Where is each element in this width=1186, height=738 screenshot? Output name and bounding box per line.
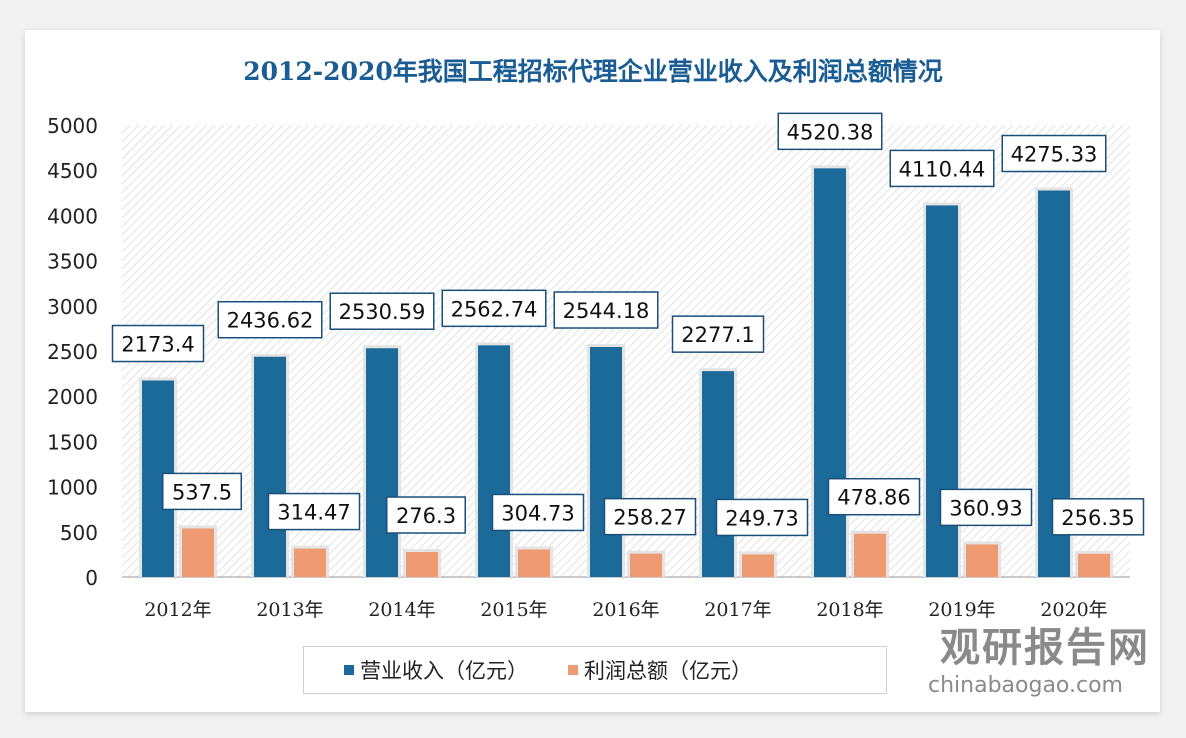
data-label: 2530.59 [339, 300, 426, 324]
legend-label: 营业收入（亿元） [360, 659, 528, 683]
data-label: 2277.1 [681, 323, 754, 347]
revenue-bar [702, 371, 734, 577]
data-label-box [777, 112, 883, 151]
data-label: 2562.74 [451, 297, 538, 321]
legend-swatch [568, 665, 578, 675]
revenue-bar [478, 345, 510, 577]
data-label-box [889, 149, 995, 188]
data-label: 4520.38 [787, 120, 874, 144]
x-tick-label: 2012年 [144, 599, 211, 621]
x-tick-label: 2017年 [704, 599, 771, 621]
y-tick-label: 3500 [47, 250, 98, 274]
legend-swatch [344, 665, 354, 675]
data-label-box [111, 324, 205, 363]
y-tick-label: 1000 [47, 476, 98, 500]
data-label: 360.93 [949, 496, 1022, 520]
watermark: 观研报告网 chinabaogao.com [910, 615, 1150, 698]
watermark-url: chinabaogao.com [928, 673, 1123, 698]
revenue-bar [814, 168, 846, 577]
revenue-bar [590, 347, 622, 577]
data-label-box [715, 498, 809, 537]
profit-bar [742, 554, 774, 577]
data-label: 249.73 [725, 506, 798, 530]
data-label: 2436.62 [227, 309, 314, 333]
profit-bar [854, 533, 886, 577]
y-tick-label: 3000 [47, 295, 98, 319]
profit-bar [966, 544, 998, 577]
x-tick-label: 2013年 [256, 599, 323, 621]
x-tick-label: 2016年 [592, 599, 659, 621]
data-label-box [553, 291, 659, 329]
data-label-box [329, 292, 435, 330]
y-tick-label: 5000 [47, 114, 98, 138]
revenue-bar [366, 348, 398, 577]
data-label: 258.27 [613, 506, 686, 530]
x-tick-label: 2019年 [928, 599, 995, 621]
data-label-box [1001, 134, 1107, 173]
x-tick-label: 2015年 [480, 599, 547, 621]
y-tick-label: 0 [85, 566, 98, 590]
data-label-box [827, 477, 921, 516]
data-label: 478.86 [837, 486, 910, 510]
legend-label: 利润总额（亿元） [584, 659, 752, 683]
data-label-box [441, 289, 547, 328]
legend: 营业收入（亿元） 利润总额（亿元） [303, 646, 887, 694]
legend-item-revenue: 营业收入（亿元） [344, 655, 528, 685]
data-label: 537.5 [172, 480, 232, 504]
x-tick-label: 2014年 [368, 599, 435, 621]
y-tick-label: 500 [60, 521, 98, 545]
data-label: 2173.4 [121, 333, 194, 357]
data-label: 2544.18 [563, 299, 650, 323]
data-label: 314.47 [277, 501, 350, 525]
profit-bar [630, 553, 662, 577]
profit-bar [182, 528, 214, 577]
y-tick-label: 4500 [47, 159, 98, 183]
chart-title: 2012-2020年我国工程招标代理企业营业收入及利润总额情况 [243, 57, 943, 86]
data-label: 304.73 [501, 501, 574, 525]
data-label-box [671, 315, 765, 353]
y-tick-label: 1500 [47, 430, 98, 454]
data-label-box [217, 300, 323, 339]
watermark-name: 观研报告网 [940, 625, 1150, 671]
legend-item-profit: 利润总额（亿元） [568, 655, 752, 685]
profit-bar [294, 548, 326, 577]
data-label-box [162, 472, 242, 511]
profit-bar [1078, 553, 1110, 577]
data-label-box [603, 497, 697, 536]
data-label-box [939, 488, 1033, 527]
x-tick-label: 2018年 [816, 599, 883, 621]
data-label-box [1051, 498, 1145, 536]
data-label: 276.3 [396, 504, 456, 528]
data-label-box [267, 492, 361, 531]
data-label-box [491, 493, 585, 532]
y-tick-label: 2500 [47, 340, 98, 364]
y-tick-label: 4000 [47, 204, 98, 228]
data-label-box [386, 496, 466, 534]
revenue-bar [254, 356, 286, 577]
profit-bar [518, 549, 550, 577]
data-label: 256.35 [1061, 506, 1134, 530]
y-tick-label: 2000 [47, 385, 98, 409]
profit-bar [406, 552, 438, 577]
x-tick-label: 2020年 [1040, 599, 1107, 621]
data-label: 4275.33 [1011, 143, 1098, 167]
data-label: 4110.44 [899, 157, 986, 181]
